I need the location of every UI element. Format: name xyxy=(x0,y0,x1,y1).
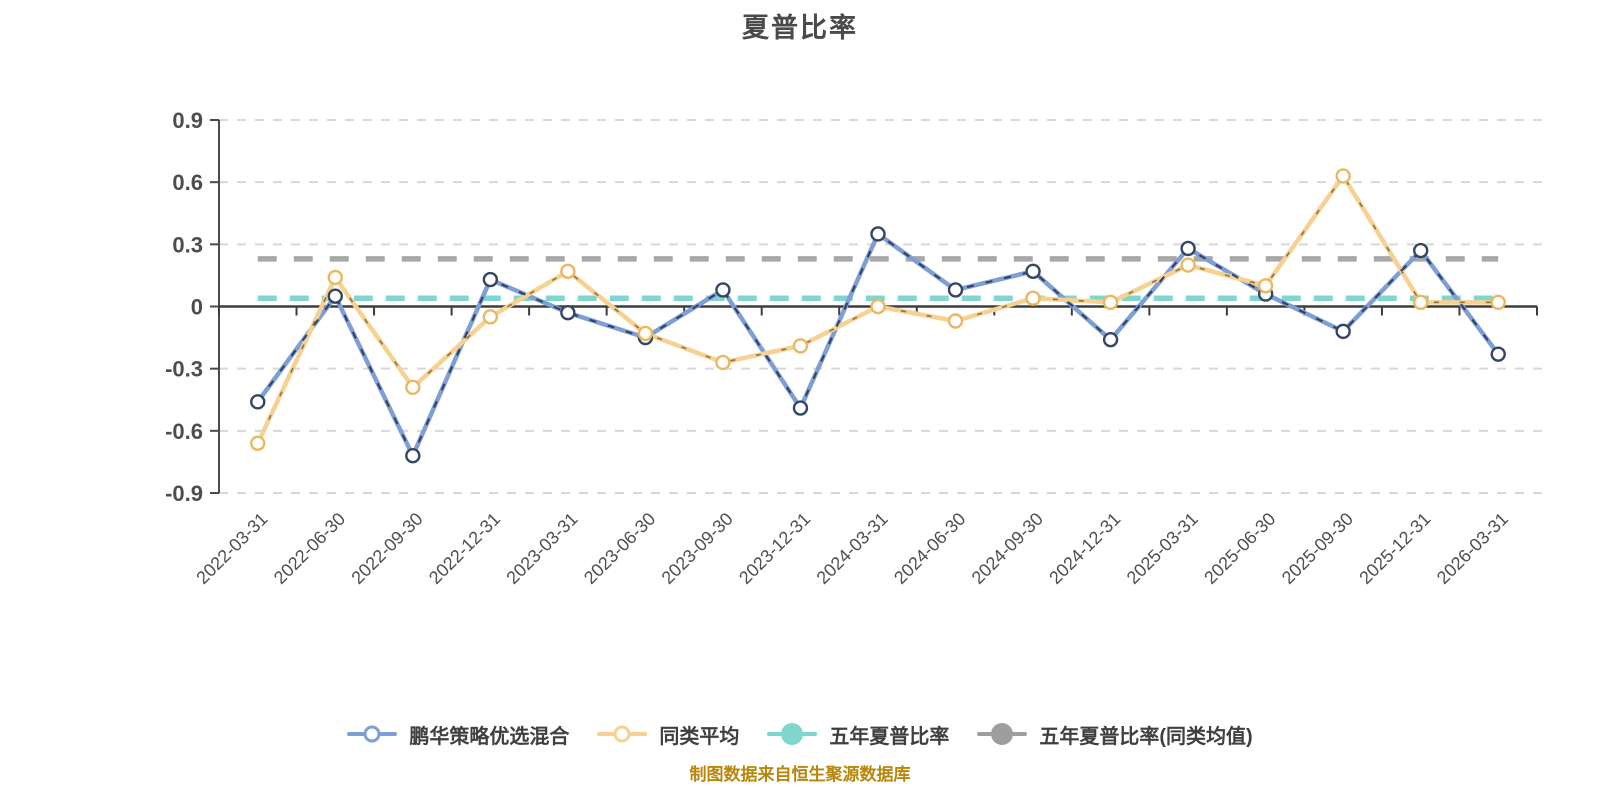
data-point-marker[interactable] xyxy=(870,298,886,315)
x-axis-label: 2026-03-31 xyxy=(1433,509,1512,588)
data-point-marker[interactable] xyxy=(1257,278,1274,294)
data-point-marker[interactable] xyxy=(1490,346,1506,362)
data-point-marker[interactable] xyxy=(1335,168,1351,184)
legend-dot-icon xyxy=(991,723,1014,745)
data-point-marker[interactable] xyxy=(560,305,576,321)
legend-label: 五年夏普比率(同类均值) xyxy=(1039,725,1253,748)
legend-marker-icon xyxy=(347,721,398,747)
data-point-marker[interactable] xyxy=(792,338,809,354)
y-axis-label: -0.3 xyxy=(165,357,203,382)
x-axis-label: 2022-03-31 xyxy=(192,509,271,588)
data-point-marker[interactable] xyxy=(1335,323,1351,340)
series-line-overlay-0 xyxy=(256,232,1500,457)
data-point-marker[interactable] xyxy=(1413,294,1429,311)
data-point-marker[interactable] xyxy=(560,263,576,279)
data-point-marker[interactable] xyxy=(405,448,421,464)
legend-dot-icon xyxy=(781,723,804,745)
data-point-marker[interactable] xyxy=(870,226,886,242)
legend-label: 同类平均 xyxy=(659,725,740,748)
data-point-marker[interactable] xyxy=(1025,263,1041,279)
data-point-marker[interactable] xyxy=(792,400,809,416)
x-axis-label: 2025-12-31 xyxy=(1355,509,1434,588)
data-point-marker[interactable] xyxy=(482,271,499,288)
legend-marker-icon xyxy=(597,721,648,747)
x-axis-label: 2023-09-30 xyxy=(658,509,737,588)
x-axis-label: 2025-09-30 xyxy=(1278,509,1357,588)
legend-item-1[interactable]: 同类平均 xyxy=(597,720,739,749)
legend-item-3[interactable]: 五年夏普比率(同类均值) xyxy=(977,720,1253,749)
data-point-marker[interactable] xyxy=(715,282,731,298)
data-point-marker[interactable] xyxy=(1025,290,1041,306)
chart-legend: 鹏华策略优选混合 同类平均 五年夏普比率 五年夏普比率(同类均值) xyxy=(0,712,1600,756)
data-point-marker[interactable] xyxy=(327,269,343,286)
legend-label: 五年夏普比率 xyxy=(829,725,950,748)
data-point-marker[interactable] xyxy=(715,354,731,371)
legend-dot-icon xyxy=(363,725,381,743)
x-axis-label: 2025-06-30 xyxy=(1200,509,1279,588)
x-axis-label: 2023-06-30 xyxy=(580,509,659,588)
y-axis-label: 0.9 xyxy=(172,108,203,133)
data-point-marker[interactable] xyxy=(1102,331,1119,348)
data-point-marker[interactable] xyxy=(327,288,343,304)
x-axis-label: 2022-09-30 xyxy=(347,509,426,588)
data-point-marker[interactable] xyxy=(1180,240,1196,257)
data-point-marker[interactable] xyxy=(250,435,266,451)
data-point-marker[interactable] xyxy=(1490,294,1506,311)
x-axis-label: 2024-12-31 xyxy=(1045,509,1124,588)
x-axis-label: 2023-12-31 xyxy=(735,509,814,588)
data-point-marker[interactable] xyxy=(482,309,499,325)
x-axis-label: 2024-06-30 xyxy=(890,509,969,588)
x-axis-label: 2023-03-31 xyxy=(502,509,581,588)
data-point-marker[interactable] xyxy=(250,394,266,410)
data-point-marker[interactable] xyxy=(947,313,964,329)
y-axis-label: 0.6 xyxy=(172,170,203,195)
legend-item-2[interactable]: 五年夏普比率 xyxy=(767,720,949,749)
x-axis-label: 2024-09-30 xyxy=(968,509,1047,588)
x-axis-label: 2022-12-31 xyxy=(425,509,504,588)
legend-label: 鹏华策略优选混合 xyxy=(409,725,570,748)
data-point-marker[interactable] xyxy=(405,379,421,396)
data-point-marker[interactable] xyxy=(947,282,964,298)
y-axis-label: -0.9 xyxy=(165,481,203,506)
x-axis-label: 2022-06-30 xyxy=(270,509,349,588)
series-line-0 xyxy=(255,231,1501,458)
data-point-marker[interactable] xyxy=(1413,242,1429,259)
y-axis-label: 0 xyxy=(191,295,203,320)
data-point-marker[interactable] xyxy=(637,325,654,342)
data-point-marker[interactable] xyxy=(1102,294,1119,311)
legend-marker-icon xyxy=(977,721,1028,747)
y-axis-label: -0.6 xyxy=(165,419,203,444)
legend-marker-icon xyxy=(767,721,818,747)
chart-title: 夏普比率 xyxy=(742,13,858,43)
x-axis-label: 2024-03-31 xyxy=(813,509,892,588)
data-point-marker[interactable] xyxy=(1180,257,1196,273)
y-axis-label: 0.3 xyxy=(172,232,203,257)
data-source-caption: 制图数据来自恒生聚源数据库 xyxy=(689,765,911,784)
legend-item-0[interactable]: 鹏华策略优选混合 xyxy=(347,720,569,749)
legend-dot-icon xyxy=(613,725,631,743)
x-axis-label: 2025-03-31 xyxy=(1123,509,1202,588)
